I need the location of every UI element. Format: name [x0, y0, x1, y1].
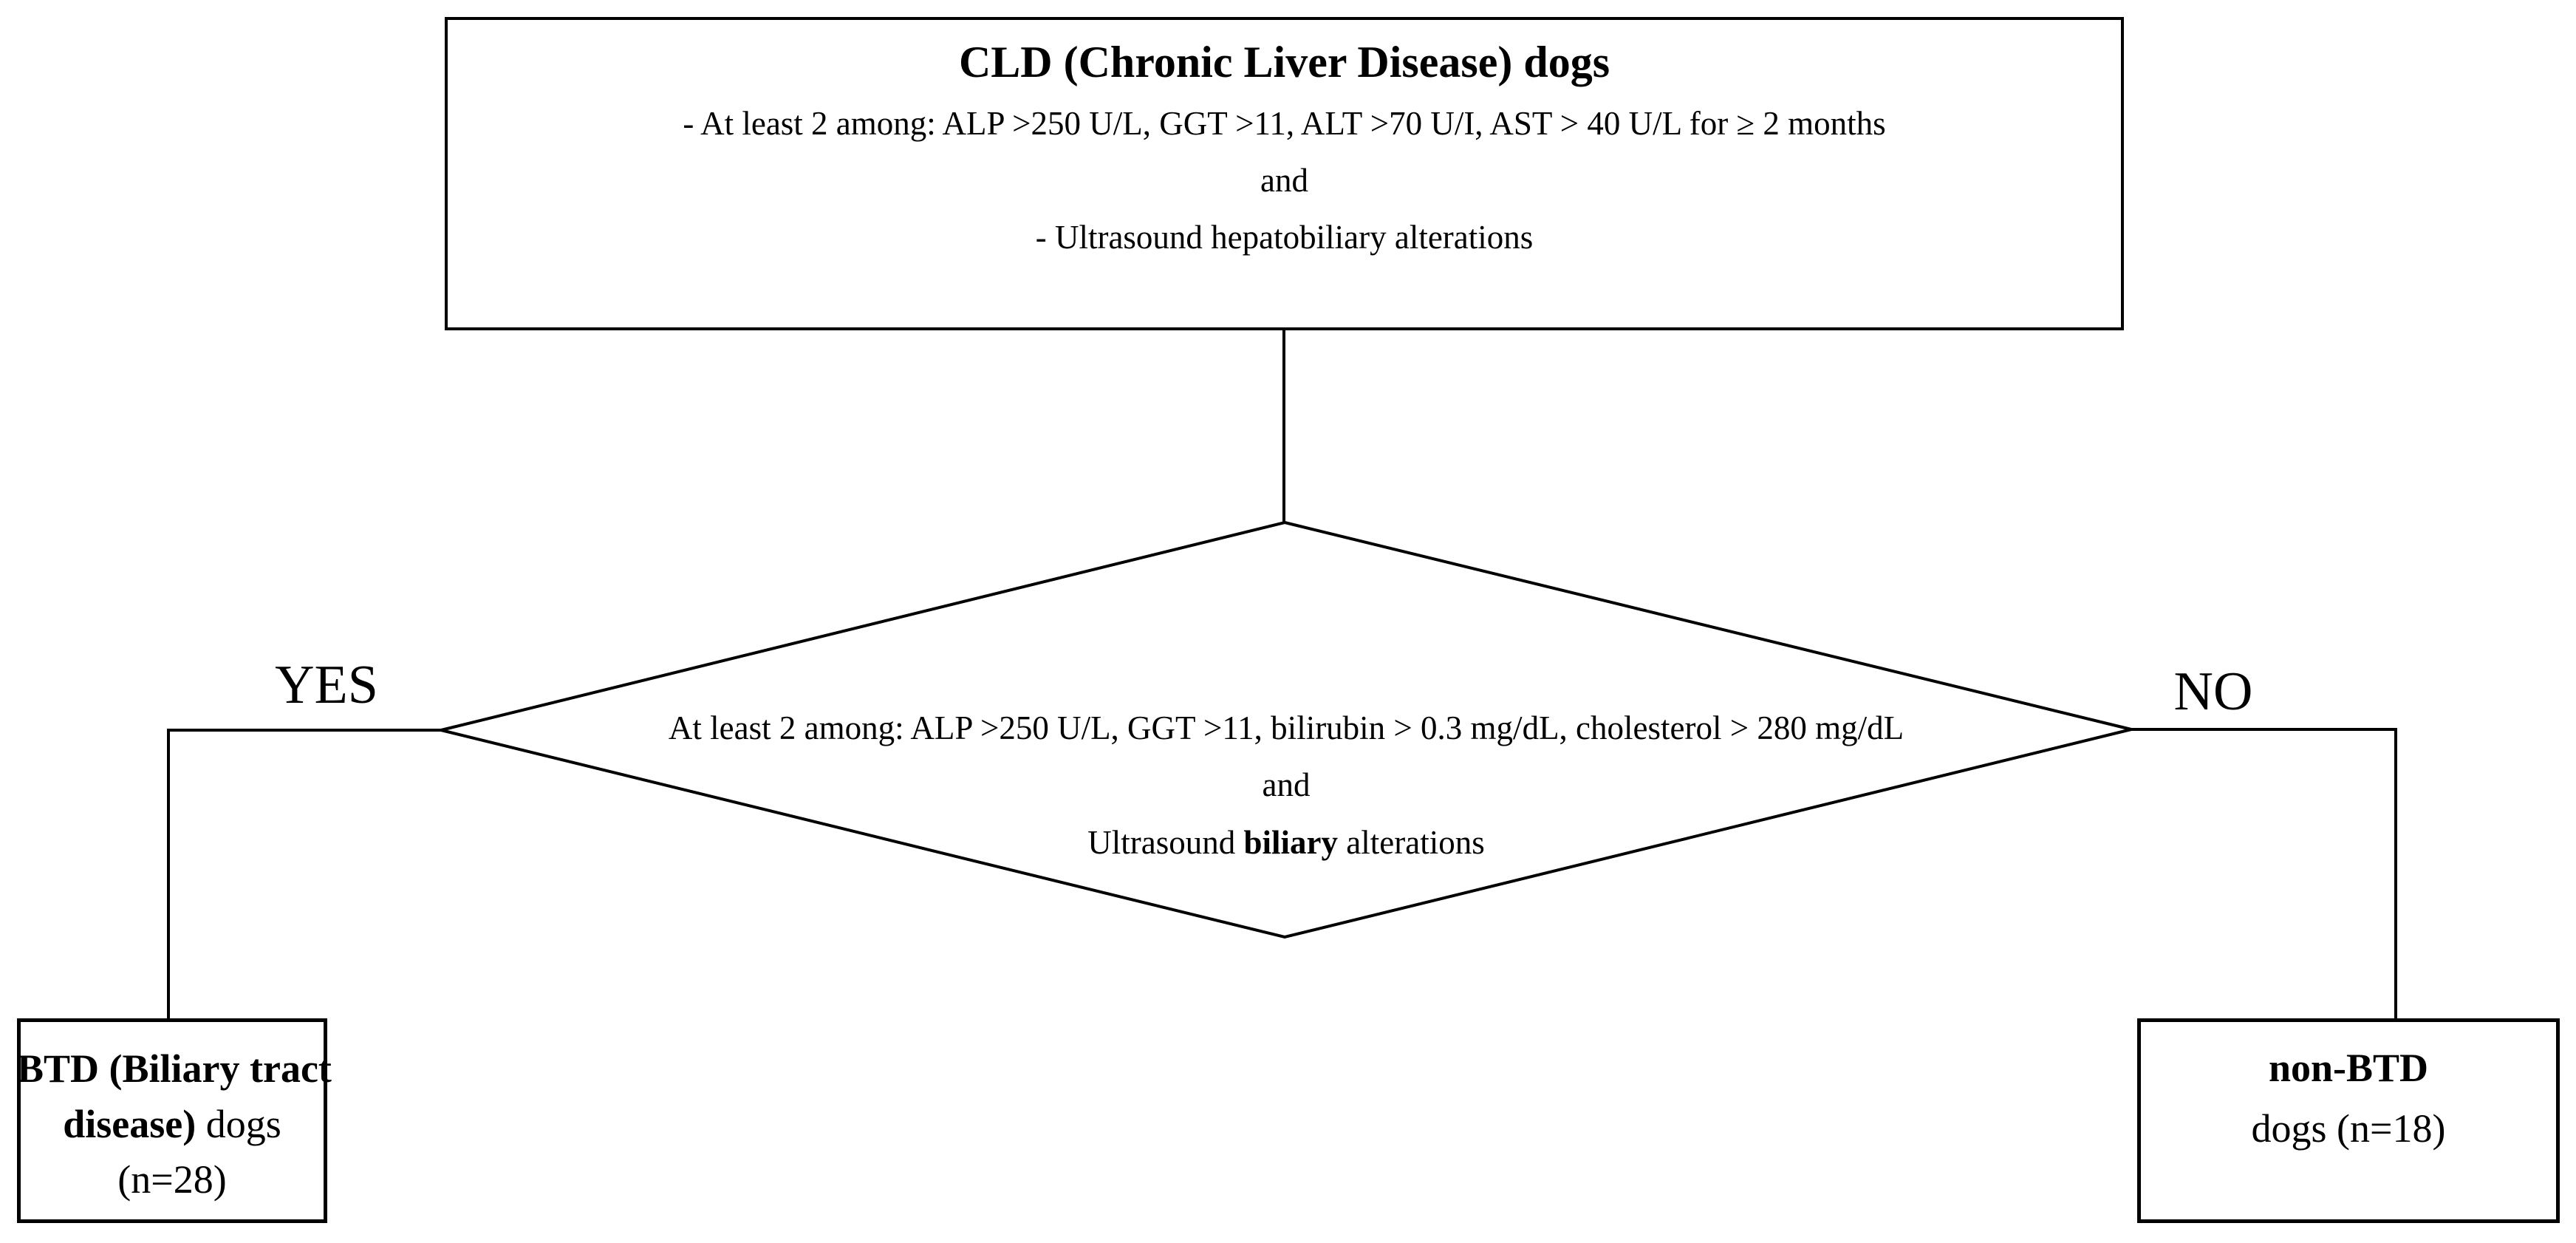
- yes-branch-label: YES: [275, 655, 378, 715]
- cld-lab-criteria-line: - At least 2 among: ALP >250 U/L, GGT >1…: [683, 105, 1886, 142]
- no-branch-label: NO: [2173, 661, 2253, 722]
- btd-outcome-box: [17, 1018, 327, 1223]
- cld-box-title: CLD (Chronic Liver Disease) dogs: [958, 38, 1610, 86]
- diamond-criteria-line: At least 2 among: ALP >250 U/L, GGT >11,…: [668, 709, 1904, 746]
- diamond-ultrasound-suffix: alterations: [1338, 824, 1485, 861]
- btd-box-line1: BTD (Biliary tract: [17, 1046, 332, 1091]
- non-btd-outcome-box: [2137, 1018, 2560, 1223]
- cld-ultrasound-line: - Ultrasound hepatobiliary alterations: [1035, 219, 1534, 256]
- non-btd-box-line1: non-BTD: [2268, 1046, 2429, 1090]
- decision-diamond-outline: [440, 520, 2132, 939]
- no-branch-line: [2131, 728, 2397, 1018]
- diamond-ultrasound-line: Ultrasound biliary alterations: [441, 825, 2131, 859]
- btd-box-line2-regular: dogs: [196, 1102, 281, 1146]
- cld-conjunction: and: [1260, 162, 1308, 199]
- non-btd-box-count: dogs (n=18): [2251, 1106, 2446, 1151]
- btd-box-line2: disease) dogs: [17, 1104, 327, 1144]
- cld-criteria-box: [445, 17, 2124, 330]
- diamond-ultrasound-prefix: Ultrasound: [1087, 824, 1244, 861]
- btd-box-line2-bold: disease): [63, 1102, 197, 1146]
- diamond-conjunction: and: [1262, 766, 1311, 803]
- btd-box-count: (n=28): [117, 1157, 227, 1202]
- diamond-ultrasound-bold: biliary: [1243, 824, 1339, 861]
- yes-branch-line: [167, 729, 441, 1018]
